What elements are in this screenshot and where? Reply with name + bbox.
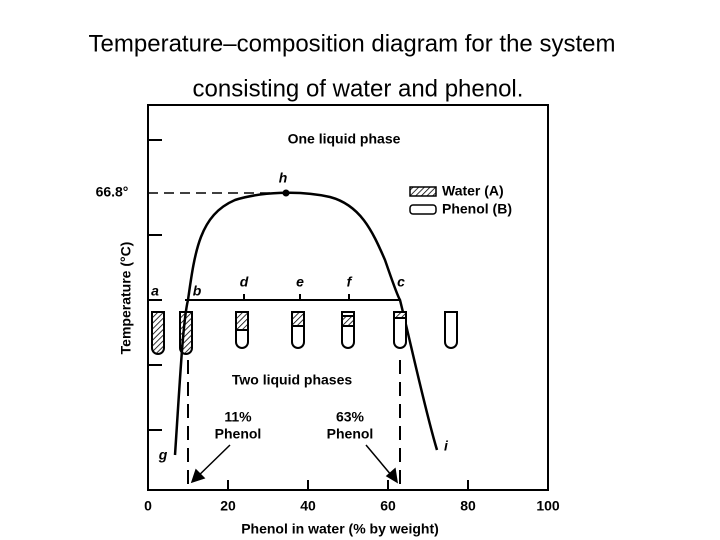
point-label: f xyxy=(347,274,353,290)
point-label: d xyxy=(240,274,249,290)
x-tick-label: 80 xyxy=(460,498,476,514)
point-label: g xyxy=(158,447,168,463)
legend-swatch xyxy=(409,204,437,215)
arrow xyxy=(365,444,398,484)
legend-label: Phenol (B) xyxy=(442,201,512,217)
arrow xyxy=(190,444,231,484)
y-ticks xyxy=(148,139,162,431)
legend-swatch xyxy=(409,186,437,197)
y-axis-label: Temperature (°C) xyxy=(118,242,134,355)
test-tubes xyxy=(151,311,458,355)
x-tick-label: 20 xyxy=(220,498,236,514)
point-label: c xyxy=(397,274,405,290)
title-line: Temperature–composition diagram for the … xyxy=(89,30,616,57)
point-label: e xyxy=(296,274,304,290)
region-label: Two liquid phases xyxy=(232,372,353,388)
composition-label: Phenol xyxy=(327,426,374,442)
x-tick-label: 0 xyxy=(144,498,152,514)
x-tick-label: 60 xyxy=(380,498,396,514)
coexistence-curve xyxy=(173,191,439,456)
tie-ticks xyxy=(243,294,350,300)
temperature-label: 66.8° xyxy=(96,184,129,200)
composition-label: 63% xyxy=(336,409,365,425)
composition-label: Phenol xyxy=(215,426,262,442)
point-label: a xyxy=(151,283,159,299)
critical-point xyxy=(282,189,290,197)
phase-diagram: Water (A) Phenol (B) One liquid phase Tw… xyxy=(96,104,560,537)
x-tick-label: 40 xyxy=(300,498,316,514)
x-tick-label: 100 xyxy=(536,498,560,514)
point-label: h xyxy=(279,170,288,186)
legend-label: Water (A) xyxy=(442,183,504,199)
title-line: consisting of water and phenol. xyxy=(193,75,524,102)
composition-label: 11% xyxy=(224,409,252,425)
point-label: b xyxy=(193,283,202,299)
region-label: One liquid phase xyxy=(288,131,401,147)
point-label: i xyxy=(444,438,449,454)
x-axis-label: Phenol in water (% by weight) xyxy=(241,521,439,537)
plot-frame xyxy=(147,104,549,491)
